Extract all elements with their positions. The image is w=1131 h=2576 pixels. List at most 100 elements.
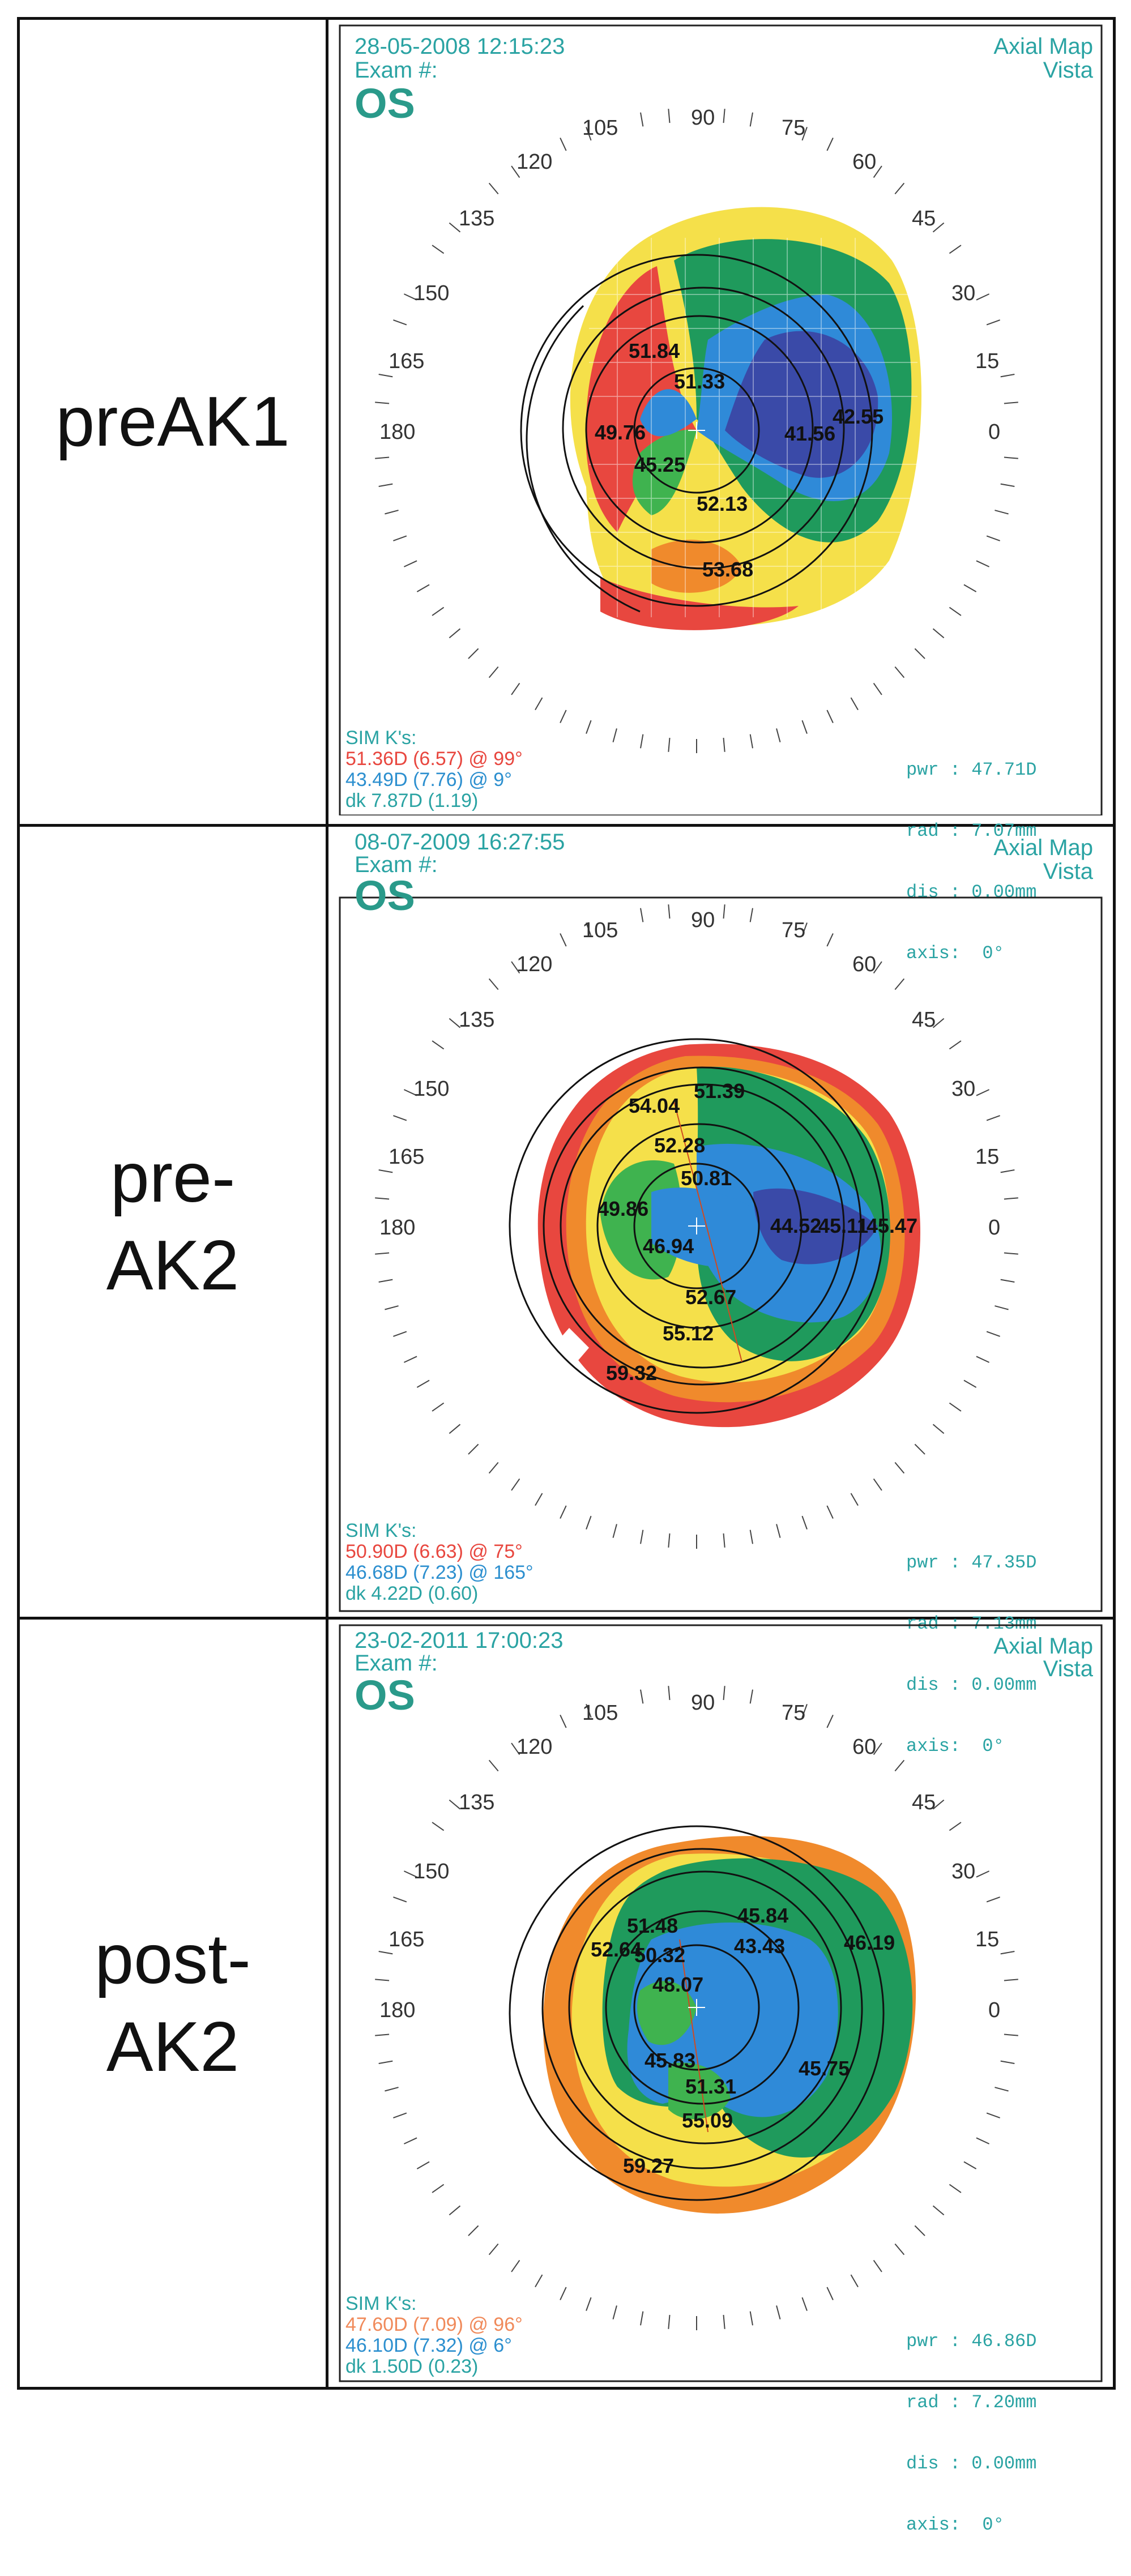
angle-label: 165 <box>389 1928 424 1951</box>
readout-rad: rad : 7.13mm <box>906 1613 1037 1634</box>
angle-tick <box>873 1742 882 1755</box>
stage-label-post-ak2: post- AK2 <box>20 1620 326 2387</box>
angle-tick <box>535 2274 543 2288</box>
angle-tick <box>586 922 592 937</box>
stage-label-pre-ak2: pre- AK2 <box>20 827 326 1617</box>
corneal-color-map <box>570 207 922 630</box>
angle-label: 60 <box>852 1735 876 1759</box>
axial-map-svg: 54.04 51.39 52.28 50.81 49.86 46.94 44.5… <box>339 896 1103 1612</box>
readout-axis: axis: 0° <box>906 943 1004 964</box>
k-value-label: 45.84 <box>737 1904 788 1927</box>
steep-axis-line <box>673 1101 742 1362</box>
angle-tick <box>723 1686 725 1701</box>
k-value-label: 46.19 <box>844 1931 895 1954</box>
topography-panel-preak1: 51.84 51.33 49.76 45.25 41.56 42.55 52.1… <box>334 23 1110 964</box>
sim-k-title: SIM K's: <box>345 727 417 749</box>
angle-tick <box>932 1018 945 1028</box>
angle-tick <box>1004 1197 1018 1200</box>
angle-label: 45 <box>912 207 936 230</box>
readout-pwr: pwr : 47.35D <box>906 1552 1037 1573</box>
readout-dis: dis : 0.00mm <box>906 2453 1037 2474</box>
angle-label: 120 <box>517 952 552 976</box>
k-value-label: 52.64 <box>591 1938 642 1961</box>
angle-tick <box>801 1515 808 1530</box>
angle-tick <box>612 1524 617 1538</box>
angle-label: 15 <box>975 1145 999 1169</box>
sim-k-flat: 46.68D (7.23) @ 165° <box>345 1562 534 1583</box>
k-value-label: 45.11 <box>818 1214 868 1237</box>
angle-tick <box>535 697 543 711</box>
map-type: Axial Map <box>993 34 1093 59</box>
angle-label: 150 <box>413 1860 449 1883</box>
angle-label: 90 <box>691 106 715 130</box>
angle-tick <box>375 456 390 459</box>
angle-tick <box>873 2259 882 2272</box>
angle-tick <box>949 1402 962 1412</box>
angle-tick <box>640 2311 644 2326</box>
angle-tick <box>468 2225 479 2236</box>
k-value-label: 41.56 <box>784 422 835 445</box>
angle-tick <box>914 648 925 659</box>
angle-label: 135 <box>459 207 494 230</box>
axial-map-svg: 51.84 51.33 49.76 45.25 41.56 42.55 52.1… <box>339 24 1103 815</box>
k-value-label: 50.81 <box>681 1167 732 1190</box>
readout-axis: axis: 0° <box>906 2514 1004 2535</box>
angle-tick <box>668 1533 671 1548</box>
angle-tick <box>375 401 390 404</box>
k-value-label: 43.43 <box>734 1934 785 1958</box>
angle-tick <box>894 2243 905 2255</box>
angle-tick <box>403 1870 417 1878</box>
eye-label: OS <box>355 872 415 919</box>
angle-tick <box>801 720 808 734</box>
k-value-label: 42.55 <box>833 405 884 428</box>
k-value-label: 55.09 <box>682 2109 733 2132</box>
angle-tick <box>668 109 671 123</box>
angle-tick <box>375 1979 390 1981</box>
angle-label: 165 <box>389 1145 424 1169</box>
k-value-label: 45.83 <box>645 2049 695 2072</box>
k-value-label: 44.52 <box>770 1214 821 1237</box>
angle-label: 60 <box>852 150 876 174</box>
angle-tick <box>986 2112 1000 2118</box>
angle-label: 30 <box>951 1077 975 1101</box>
angle-tick <box>449 1424 461 1434</box>
angle-label: 120 <box>517 150 552 174</box>
angle-labels: 105 90 75 120 60 135 45 150 30 165 15 18… <box>379 106 1000 444</box>
map-type: Axial Map <box>993 1634 1093 1659</box>
k-value-label: 59.27 <box>623 2154 674 2177</box>
angle-label: 30 <box>951 281 975 305</box>
angle-tick <box>976 293 990 301</box>
stage-label-line: preAK1 <box>56 382 290 461</box>
k-value-label: 49.76 <box>595 421 646 444</box>
angle-tick <box>640 1530 644 1544</box>
angle-tick <box>776 728 781 742</box>
sim-k-steep: 47.60D (7.09) @ 96° <box>345 2314 523 2335</box>
angle-tick <box>403 293 417 301</box>
angle-tick <box>586 720 592 734</box>
angle-tick <box>560 137 567 151</box>
exam-datetime: 28-05-2008 12:15:23 <box>355 34 565 59</box>
angle-tick <box>894 978 905 990</box>
topography-panel-pre-ak2: 54.04 51.39 52.28 50.81 49.86 46.94 44.5… <box>334 830 1110 1757</box>
k-values: 51.48 45.84 52.64 50.32 43.43 46.19 48.0… <box>591 1904 895 2177</box>
angle-tick <box>801 2297 808 2311</box>
angle-tick <box>612 728 617 742</box>
angle-tick <box>560 1505 567 1519</box>
k-value-label: 45.47 <box>867 1214 917 1237</box>
angle-tick <box>403 1089 417 1096</box>
readout-block: pwr : 46.86D rad : 7.20mm dis : 0.00mm a… <box>906 2291 1036 2576</box>
row-divider-1 <box>17 824 1116 827</box>
angle-tick <box>511 165 520 178</box>
measurement-rings <box>509 1038 885 1414</box>
angle-tick <box>640 908 644 922</box>
angle-tick <box>1000 1279 1015 1283</box>
k-value-label: 52.67 <box>685 1285 736 1309</box>
angle-label: 180 <box>379 1216 415 1240</box>
device-name: Vista <box>1043 1656 1093 1681</box>
angle-tick <box>378 1951 393 1955</box>
angle-tick <box>1004 1979 1018 1981</box>
panel-border <box>339 896 1103 1612</box>
eye-label: OS <box>355 1672 415 1719</box>
measurement-rings <box>520 254 873 613</box>
angle-tick <box>749 1689 753 1704</box>
